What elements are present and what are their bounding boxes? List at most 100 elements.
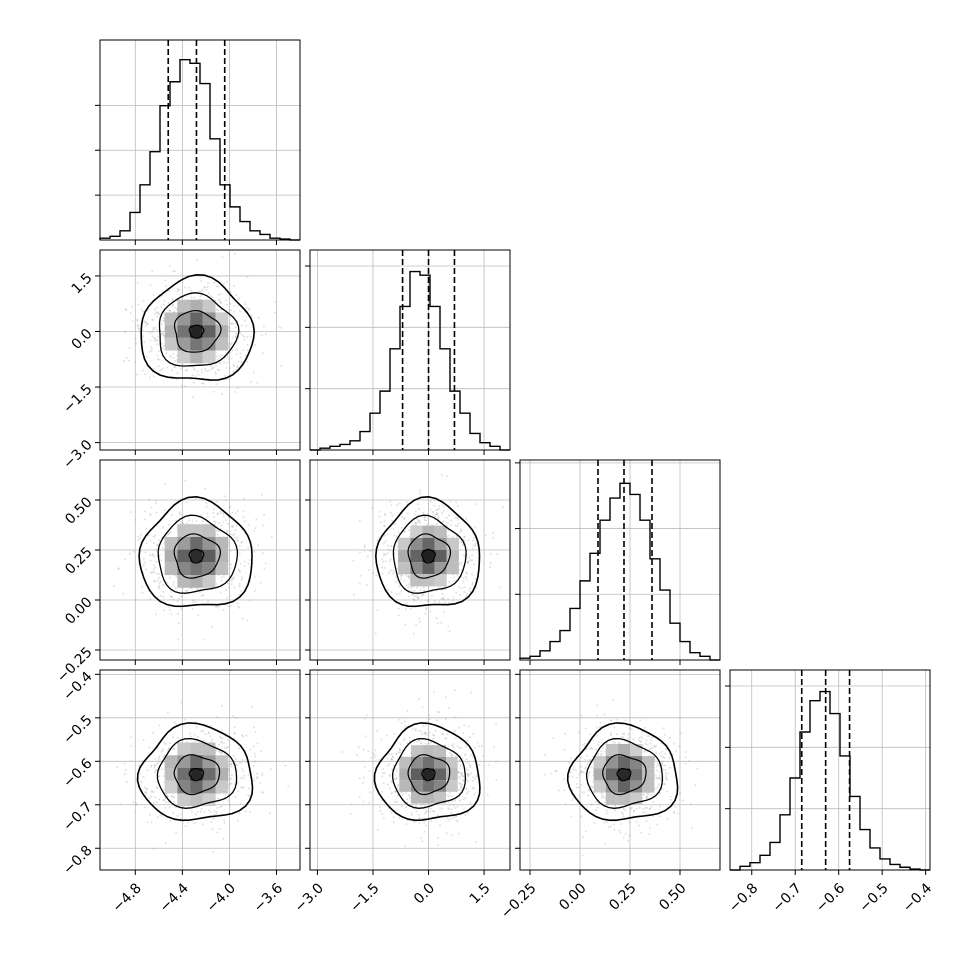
scatter-point xyxy=(123,762,126,765)
scatter-point xyxy=(234,795,237,798)
density-cell xyxy=(422,537,435,550)
density-cell xyxy=(164,549,178,563)
scatter-point xyxy=(208,369,211,372)
scatter-point xyxy=(657,783,660,786)
panel-frame xyxy=(729,669,931,871)
scatter-point xyxy=(226,280,228,283)
scatter-point xyxy=(447,795,450,798)
scatter-point xyxy=(454,737,457,740)
scatter-point xyxy=(404,792,407,795)
scatter-point xyxy=(260,334,263,337)
scatter-point xyxy=(128,552,131,555)
scatter-point xyxy=(455,815,458,818)
scatter-point xyxy=(240,541,243,544)
scatter-point xyxy=(239,352,242,355)
scatter-point xyxy=(152,375,155,378)
scatter-point xyxy=(458,759,461,762)
scatter-point xyxy=(362,748,365,751)
scatter-point xyxy=(218,750,221,753)
scatter-point xyxy=(233,754,236,757)
scatter-point xyxy=(163,316,166,319)
scatter-point xyxy=(591,766,593,769)
scatter-point xyxy=(123,558,126,561)
hist-panel-2 xyxy=(515,459,721,665)
scatter-point xyxy=(466,774,469,777)
scatter-point xyxy=(633,810,635,813)
scatter-point xyxy=(390,758,393,761)
scatter-point xyxy=(557,789,560,792)
scatter-point xyxy=(167,301,170,304)
scatter-point xyxy=(662,783,665,786)
scatter-point xyxy=(113,585,116,588)
scatter-point xyxy=(233,548,236,551)
scatter-point xyxy=(463,555,466,558)
scatter-point xyxy=(227,358,230,361)
scatter-point xyxy=(440,474,443,477)
scatter-point xyxy=(157,358,160,360)
scatter-point xyxy=(641,744,644,747)
scatter-point xyxy=(453,804,455,807)
scatter-point xyxy=(380,738,383,741)
scatter-point xyxy=(418,739,421,742)
scatter-point xyxy=(610,825,613,828)
panel-frame xyxy=(99,669,301,871)
scatter-point xyxy=(429,610,432,613)
scatter-point xyxy=(467,768,470,771)
scatter-point xyxy=(400,589,403,592)
density-cell xyxy=(202,350,216,364)
scatter-point xyxy=(211,851,214,854)
scatter-point xyxy=(236,819,239,822)
scatter-point xyxy=(340,751,343,753)
scatter-point xyxy=(414,510,417,513)
scatter-point xyxy=(470,772,472,775)
scatter-point xyxy=(581,791,584,794)
scatter-point xyxy=(463,536,466,539)
scatter-point xyxy=(595,801,598,804)
scatter-point xyxy=(262,791,265,794)
scatter-point xyxy=(174,307,176,309)
scatter-point xyxy=(166,581,169,584)
density-cell xyxy=(177,767,191,781)
scatter-point xyxy=(604,750,607,753)
contour-line xyxy=(157,514,239,594)
scatter-point xyxy=(209,295,212,298)
scatter-point xyxy=(391,520,394,523)
scatter-point xyxy=(219,512,222,515)
scatter-point xyxy=(184,825,187,828)
scatter-point xyxy=(495,760,497,763)
scatter-point xyxy=(460,529,463,532)
scatter-point xyxy=(375,730,378,733)
x-tick-label: −0.7 xyxy=(769,880,804,915)
scatter-point xyxy=(423,803,426,806)
scatter-point xyxy=(236,509,239,512)
scatter-point xyxy=(575,786,578,789)
density-cell xyxy=(164,536,178,550)
scatter-point xyxy=(451,536,454,539)
scatter-point xyxy=(223,361,226,364)
scatter-point xyxy=(392,821,395,824)
scatter-point xyxy=(436,814,439,817)
density-cell xyxy=(177,549,191,563)
scatter-point xyxy=(389,549,392,552)
scatter-point xyxy=(474,526,477,529)
density-cell xyxy=(190,337,203,351)
scatter-point xyxy=(614,809,617,812)
scatter-point xyxy=(238,606,241,609)
scatter-point xyxy=(472,733,475,736)
scatter-point xyxy=(466,778,469,781)
scatter-point xyxy=(246,336,249,339)
scatter-point xyxy=(583,745,586,748)
scatter-point xyxy=(404,724,407,727)
scatter-point xyxy=(151,552,154,555)
scatter-point xyxy=(248,308,251,311)
scatter-point xyxy=(171,795,174,798)
scatter-point xyxy=(650,739,653,742)
scatter-point xyxy=(495,723,498,726)
scatter-point xyxy=(627,733,630,736)
scatter-point xyxy=(158,576,161,579)
scatter-point xyxy=(230,579,233,582)
scatter-point xyxy=(230,777,233,780)
scatter-point xyxy=(205,288,208,291)
scatter-point xyxy=(174,587,177,590)
scatter-point xyxy=(462,775,465,778)
